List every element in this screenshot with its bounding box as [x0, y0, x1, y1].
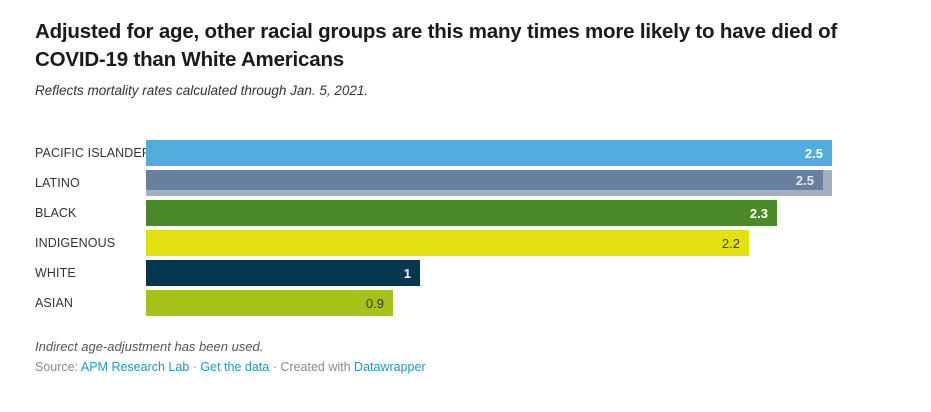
bar: 0.9	[146, 290, 393, 316]
bar-track: 2.2	[146, 230, 901, 256]
bar-track: 0.9	[146, 290, 901, 316]
bar-row: WHITE 1	[35, 260, 901, 286]
bar-row: INDIGENOUS 2.2	[35, 230, 901, 256]
bar-chart: PACIFIC ISLANDER 2.5 LATINO 2.5 BLACK 2.3 INDI…	[35, 140, 901, 316]
bar: 1	[146, 260, 420, 286]
category-label: PACIFIC ISLANDER	[35, 146, 151, 160]
value-label: 0.9	[365, 295, 384, 311]
chart-subtitle: Reflects mortality rates calculated thro…	[35, 83, 369, 98]
bar: 2.5	[146, 140, 832, 166]
bar-track: 2.5	[146, 140, 901, 166]
bar: 2.5	[146, 170, 832, 196]
bar: 2.3	[146, 200, 777, 226]
category-label: BLACK	[35, 206, 77, 220]
bar: 2.2	[146, 230, 749, 256]
bar-overlay: 2.5	[146, 170, 823, 190]
created-with-label: Created with	[280, 360, 351, 374]
bar-row: LATINO 2.5	[35, 170, 901, 196]
category-label: WHITE	[35, 266, 76, 280]
datawrapper-link[interactable]: Datawrapper	[354, 360, 426, 374]
separator-dot: ·	[192, 360, 197, 374]
bar-row: ASIAN 0.9	[35, 290, 901, 316]
chart-note: Indirect age-adjustment has been used.	[35, 339, 264, 354]
get-the-data-link[interactable]: Get the data	[200, 360, 270, 374]
value-label: 2.2	[721, 235, 740, 251]
source-prefix-label: Source:	[35, 360, 79, 374]
value-label: 2.5	[804, 145, 823, 161]
category-label: ASIAN	[35, 296, 74, 310]
source-line: Source: APM Research Lab · Get the data …	[35, 360, 901, 374]
value-label: 1	[403, 265, 411, 281]
bar-track: 2.5	[146, 170, 901, 196]
source-link[interactable]: APM Research Lab	[80, 360, 190, 374]
chart-title: Adjusted for age, other racial groups ar…	[35, 20, 838, 71]
bar-track: 2.3	[146, 200, 901, 226]
bar-row: PACIFIC ISLANDER 2.5	[35, 140, 901, 166]
separator-dot: ·	[272, 360, 277, 374]
value-label: 2.5	[795, 172, 814, 188]
value-label: 2.3	[749, 205, 768, 221]
bar-row: BLACK 2.3	[35, 200, 901, 226]
chart-container: Adjusted for age, other racial groups ar…	[35, 20, 901, 374]
bar-track: 1	[146, 260, 901, 286]
category-label: INDIGENOUS	[35, 236, 116, 250]
category-label: LATINO	[35, 176, 80, 190]
